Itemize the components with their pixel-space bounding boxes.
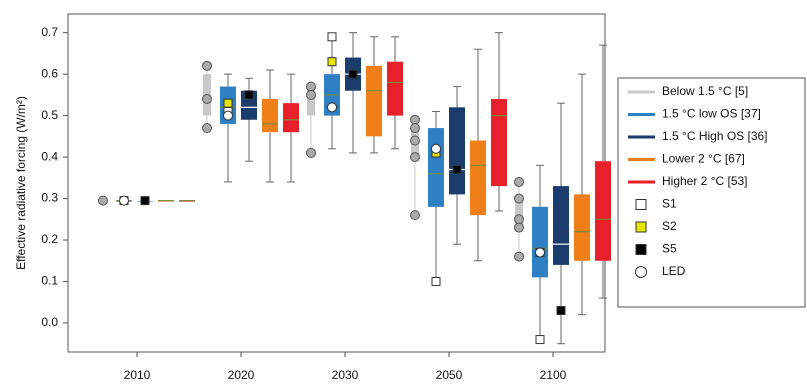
box — [307, 86, 315, 116]
box — [595, 161, 611, 261]
box — [366, 65, 382, 137]
scenario-point — [514, 222, 524, 233]
legend-label: 1.5 °C low OS [37] — [662, 107, 761, 121]
box — [491, 99, 507, 187]
legend-label: S1 — [662, 197, 677, 211]
box — [515, 198, 523, 228]
x-tick-label: 2030 — [332, 368, 359, 382]
scenario-point — [410, 114, 420, 125]
scenario-point — [202, 60, 212, 71]
y-tick-label: 0.0 — [41, 315, 58, 329]
marker — [535, 247, 545, 258]
y-tick-label: 0.4 — [41, 149, 58, 163]
legend-frame — [617, 77, 806, 308]
marker — [223, 110, 233, 121]
marker — [535, 335, 545, 345]
y-tick-label: 0.2 — [41, 232, 58, 246]
legend-symbol — [635, 221, 647, 233]
legend-label: Below 1.5 °C [5] — [662, 84, 748, 98]
legend-symbol — [635, 266, 647, 278]
legend-label: Higher 2 °C [53] — [662, 174, 748, 188]
x-tick-label: 2010 — [124, 368, 151, 382]
y-tick-label: 0.5 — [41, 108, 58, 122]
legend-label: S2 — [662, 219, 677, 233]
scenario-point — [514, 251, 524, 262]
box — [387, 61, 403, 116]
marker — [431, 276, 441, 286]
marker — [452, 165, 462, 175]
box — [428, 128, 444, 207]
scenario-point — [410, 123, 420, 134]
box — [553, 186, 569, 265]
legend-label: LED — [662, 264, 686, 278]
scenario-point — [514, 214, 524, 225]
legend-symbol — [635, 199, 647, 210]
legend-label: Lower 2 °C [67] — [662, 152, 745, 166]
scenario-point — [410, 152, 420, 163]
y-tick-label: 0.1 — [41, 274, 58, 288]
box — [283, 103, 299, 133]
box — [574, 194, 590, 261]
box — [449, 107, 465, 195]
y-axis-label: Effective radiative forcing (W/m²) — [14, 96, 28, 270]
marker — [348, 69, 358, 79]
box — [262, 99, 278, 133]
scenario-point — [306, 81, 316, 92]
marker — [119, 195, 129, 206]
scenario-point — [514, 193, 524, 204]
marker — [556, 306, 566, 316]
scenario-point — [410, 135, 420, 146]
marker — [327, 102, 337, 113]
box — [532, 206, 548, 278]
scenario-point — [514, 176, 524, 187]
y-tick-label: 0.6 — [41, 66, 58, 80]
scenario-point — [306, 147, 316, 158]
scenario-point — [410, 210, 420, 221]
marker — [223, 98, 233, 108]
marker — [431, 143, 441, 154]
box — [470, 140, 486, 216]
marker — [244, 90, 254, 100]
marker — [140, 196, 150, 206]
scenario-point — [202, 123, 212, 134]
legend-label: S5 — [662, 242, 677, 256]
marker — [327, 57, 337, 67]
legend-label: 1.5 °C High OS [36] — [662, 129, 768, 143]
y-tick-label: 0.7 — [41, 25, 58, 39]
legend-symbol — [635, 244, 647, 255]
scenario-point — [202, 94, 212, 105]
x-tick-label: 2020 — [228, 368, 255, 382]
y-tick-label: 0.3 — [41, 191, 58, 205]
marker — [327, 32, 337, 42]
scenario-point — [306, 89, 316, 100]
scenario-point — [98, 195, 108, 206]
x-tick-label: 2100 — [540, 368, 567, 382]
x-tick-label: 2050 — [436, 368, 463, 382]
